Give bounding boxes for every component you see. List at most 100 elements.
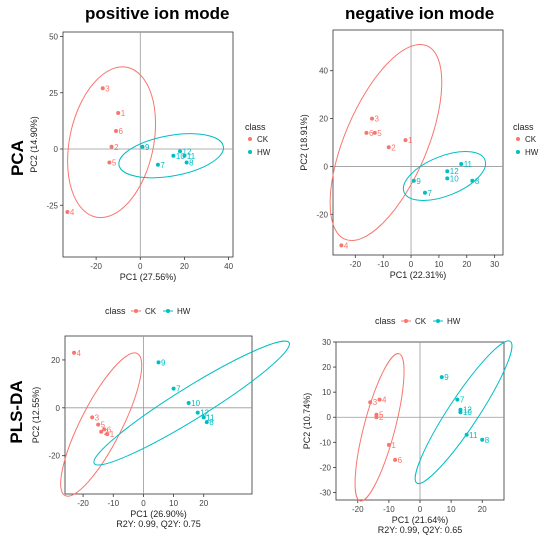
y-axis-label: PC2 (14.90%) (29, 116, 39, 173)
sample-point-ck (102, 427, 107, 432)
sample-label-hw: 10 (463, 408, 472, 417)
sample-point-ck (109, 144, 114, 149)
sample-label-ck: 2 (104, 428, 109, 437)
confidence-ellipse-ck (67, 66, 157, 219)
sample-point-hw (458, 407, 463, 412)
legend-entry-ck: CK (525, 135, 537, 144)
column-title-positive: positive ion mode (85, 4, 230, 23)
sample-label-ck: 4 (382, 396, 387, 405)
sample-point-ck (90, 415, 95, 420)
sample-point-hw (140, 144, 145, 149)
x-tick-label: 20 (199, 499, 208, 508)
legend-key-hw (166, 309, 170, 313)
sample-label-hw: 7 (427, 189, 432, 198)
sample-point-hw (445, 176, 450, 181)
sample-point-hw (439, 375, 444, 380)
y-tick-label: 10 (322, 388, 331, 397)
x-tick-label: -10 (107, 499, 119, 508)
sample-point-ck (105, 432, 110, 437)
y-axis-label: PC2 (18.91%) (299, 114, 309, 171)
sample-point-ck (386, 442, 391, 447)
confidence-ellipse-hw (118, 133, 224, 179)
sample-point-ck (386, 145, 391, 150)
legend-key-ck (404, 319, 408, 323)
sample-label-ck: 6 (369, 129, 374, 138)
sample-label-ck: 6 (107, 425, 112, 434)
x-tick-label: 20 (478, 505, 487, 514)
legend-title: class (513, 122, 534, 132)
sample-label-ck: 1 (408, 136, 413, 145)
legend-key-hw (436, 319, 440, 323)
sample-label-hw: 9 (444, 373, 449, 382)
sample-point-ck (96, 422, 101, 427)
y-tick-label: 50 (49, 33, 58, 42)
sample-label-hw: 9 (416, 177, 421, 186)
sample-point-hw (195, 410, 200, 415)
sample-point-hw (204, 420, 209, 425)
legend-key-ck (248, 137, 252, 141)
sample-point-ck (113, 129, 118, 133)
sample-label-ck: 3 (375, 115, 380, 124)
plot-frame (332, 29, 504, 256)
plsda-subtitle: R2Y: 0.99, Q2Y: 0.65 (378, 525, 463, 535)
y-tick-label: -10 (319, 438, 331, 447)
legend-key-hw (516, 150, 520, 154)
sample-point-ck (339, 243, 344, 248)
sample-label-hw: 11 (187, 152, 196, 161)
y-tick-label: 0 (56, 404, 61, 413)
sample-point-ck (370, 116, 375, 121)
sample-label-ck: 5 (379, 411, 384, 420)
x-tick-label: 40 (224, 262, 233, 271)
sample-point-hw (171, 153, 176, 158)
sample-point-hw (201, 415, 206, 420)
sample-label-ck: 1 (110, 430, 115, 439)
sample-label-hw: 12 (463, 406, 472, 415)
legend-title: class (375, 316, 396, 326)
x-tick-label: 0 (418, 505, 423, 514)
sample-label-hw: 8 (475, 177, 480, 186)
legend-title: class (245, 122, 266, 132)
y-tick-label: -30 (319, 488, 331, 497)
x-tick-label: -20 (352, 505, 364, 514)
panel-3: -20 -10 0 10 20 -20 0 20 PC1 (26.90%) PC2 (12.55%… (31, 306, 290, 529)
sample-point-ck (100, 86, 105, 91)
sample-label-ck: 1 (391, 441, 396, 450)
sample-point-hw (184, 160, 189, 165)
sample-point-hw (171, 386, 176, 391)
sample-label-ck: 4 (77, 349, 82, 358)
sample-point-ck (65, 210, 70, 214)
sample-point-hw (480, 437, 485, 442)
x-axis-label: PC1 (26.90%) (130, 509, 187, 519)
sample-point-ck (374, 412, 379, 417)
confidence-ellipse-hw (402, 151, 487, 201)
legend-entry-hw: HW (447, 317, 461, 326)
legend-key-ck (516, 137, 520, 141)
legend-entry-ck: CK (257, 135, 269, 144)
sample-label-hw: 10 (191, 399, 200, 408)
sample-point-hw (464, 432, 469, 437)
confidence-ellipse-ck (329, 43, 443, 242)
sample-point-ck (72, 350, 77, 355)
x-tick-label: 10 (447, 505, 456, 514)
sample-point-ck (99, 429, 104, 434)
sample-point-hw (445, 169, 450, 174)
sample-label-ck: 2 (379, 413, 384, 422)
legend-entry-ck: CK (415, 317, 427, 326)
sample-label-hw: 11 (469, 431, 478, 440)
sample-label-ck: 2 (114, 143, 119, 152)
sample-point-hw (182, 153, 187, 158)
sample-point-ck (393, 457, 398, 462)
sample-point-hw (186, 401, 191, 406)
y-tick-label: -20 (316, 210, 328, 219)
x-tick-label: -10 (377, 260, 389, 269)
sample-label-hw: 9 (161, 358, 166, 367)
sample-point-hw (470, 178, 475, 183)
panel-4: -20 -10 0 10 20 -30 -20 -10 0 10 20 30 PC1 (21.64%) P… (302, 316, 513, 535)
sample-label-hw: 10 (450, 174, 459, 183)
y-tick-label: 40 (319, 67, 328, 76)
sample-label-hw: 11 (206, 413, 215, 422)
sample-point-ck (377, 397, 382, 402)
x-axis-label: PC1 (22.31%) (390, 270, 447, 280)
